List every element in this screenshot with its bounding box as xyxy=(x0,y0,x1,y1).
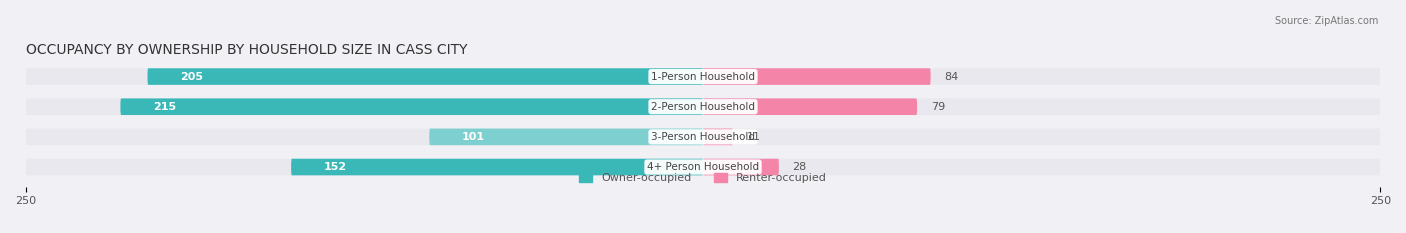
FancyBboxPatch shape xyxy=(703,98,917,115)
Text: 152: 152 xyxy=(323,162,347,172)
Text: 84: 84 xyxy=(945,72,959,82)
FancyBboxPatch shape xyxy=(703,129,733,145)
Text: 101: 101 xyxy=(461,132,485,142)
Text: 28: 28 xyxy=(793,162,807,172)
FancyBboxPatch shape xyxy=(291,159,703,175)
Text: 4+ Person Household: 4+ Person Household xyxy=(647,162,759,172)
FancyBboxPatch shape xyxy=(703,159,779,175)
Text: 1-Person Household: 1-Person Household xyxy=(651,72,755,82)
FancyBboxPatch shape xyxy=(429,129,703,145)
Text: Source: ZipAtlas.com: Source: ZipAtlas.com xyxy=(1274,16,1378,26)
Text: 79: 79 xyxy=(931,102,945,112)
FancyBboxPatch shape xyxy=(25,159,1381,175)
FancyBboxPatch shape xyxy=(121,98,703,115)
Text: 205: 205 xyxy=(180,72,202,82)
Text: 215: 215 xyxy=(153,102,176,112)
FancyBboxPatch shape xyxy=(703,68,931,85)
Text: 2-Person Household: 2-Person Household xyxy=(651,102,755,112)
FancyBboxPatch shape xyxy=(25,98,1381,115)
FancyBboxPatch shape xyxy=(25,129,1381,145)
FancyBboxPatch shape xyxy=(148,68,703,85)
FancyBboxPatch shape xyxy=(25,68,1381,85)
Legend: Owner-occupied, Renter-occupied: Owner-occupied, Renter-occupied xyxy=(575,168,831,188)
Text: 11: 11 xyxy=(747,132,761,142)
Text: OCCUPANCY BY OWNERSHIP BY HOUSEHOLD SIZE IN CASS CITY: OCCUPANCY BY OWNERSHIP BY HOUSEHOLD SIZE… xyxy=(25,43,467,57)
Text: 3-Person Household: 3-Person Household xyxy=(651,132,755,142)
